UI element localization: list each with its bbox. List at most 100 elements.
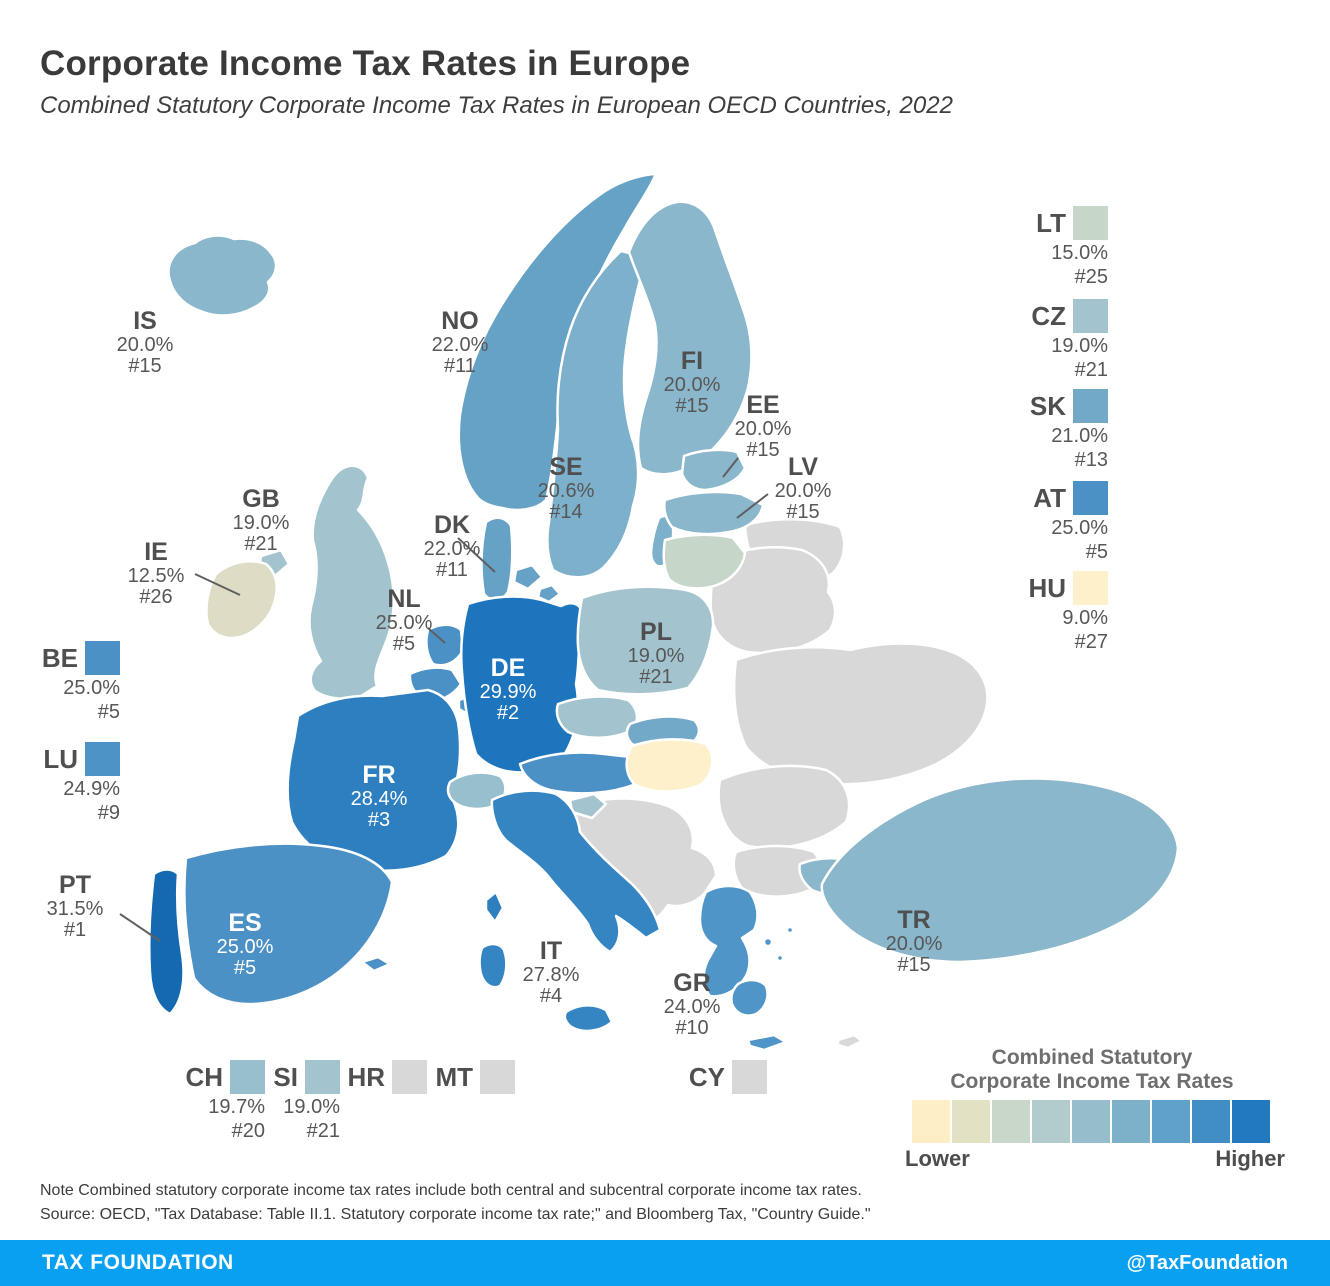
- country-code: DK: [433, 511, 471, 539]
- tax-rate: 20.0%: [885, 932, 943, 955]
- label-is: IS 20.0% #15: [117, 308, 174, 378]
- country-cz: [555, 695, 639, 740]
- label-fi: FI 20.0% #15: [664, 348, 721, 418]
- label-pl: PL 19.0% #21: [628, 619, 685, 689]
- country-cyprus: [836, 1033, 864, 1050]
- color-swatch: [392, 1060, 427, 1094]
- country-code: IS: [133, 307, 157, 335]
- tax-rate: 28.4%: [350, 787, 408, 810]
- page-subtitle: Combined Statutory Corporate Income Tax …: [40, 92, 953, 119]
- rank: #1: [63, 919, 87, 942]
- rank: #2: [496, 702, 520, 725]
- rank: #25: [1074, 266, 1108, 289]
- color-swatch: [230, 1060, 265, 1094]
- tax-rate: 27.8%: [522, 963, 580, 986]
- country-ee: [680, 448, 747, 492]
- country-code: IE: [144, 538, 168, 566]
- swatch-group-mt: MT: [435, 1060, 515, 1094]
- tax-rate: 25.0%: [216, 935, 274, 958]
- country-de: [460, 595, 584, 774]
- tax-rate: 9.0%: [1062, 607, 1108, 629]
- country-code: CH: [185, 1061, 223, 1092]
- label-tr: TR 20.0% #15: [886, 907, 943, 977]
- swatch-group-lt: LT 15.0% #25: [1036, 206, 1108, 289]
- rank: #27: [1074, 631, 1108, 654]
- tax-rate: 12.5%: [127, 564, 185, 587]
- rank: #15: [128, 355, 162, 378]
- rank: #13: [1074, 449, 1108, 472]
- country-code: FI: [680, 347, 704, 375]
- country-code: SI: [273, 1061, 298, 1092]
- country-tr: [820, 777, 1180, 964]
- rank: #15: [897, 954, 931, 977]
- country-se: [546, 249, 648, 579]
- country-gr: [698, 884, 759, 998]
- color-swatch: [1073, 299, 1108, 333]
- country-es: [183, 842, 394, 1006]
- brand-name: TAX FOUNDATION: [42, 1251, 234, 1274]
- color-swatch: [85, 742, 120, 776]
- rank: #5: [392, 633, 416, 656]
- label-gb: GB 19.0% #21: [233, 486, 290, 556]
- country-code: AT: [1033, 482, 1066, 513]
- country-gb: [308, 464, 395, 700]
- country-lt: [662, 533, 747, 590]
- country-code: FR: [362, 761, 396, 789]
- scale-step-9: [1232, 1100, 1270, 1143]
- scale-step-7: [1152, 1100, 1190, 1143]
- tax-rate: 20.0%: [774, 479, 832, 502]
- country-code: PL: [640, 618, 672, 646]
- label-pt: PT 31.5% #1: [47, 872, 104, 942]
- country-code: HR: [347, 1061, 385, 1092]
- pointer-lv: [736, 493, 769, 519]
- region-peloponnese: [730, 978, 769, 1017]
- rank: #21: [244, 533, 278, 556]
- island-dk-funen: [536, 583, 562, 604]
- swatch-group-hu: HU 9.0% #27: [1028, 571, 1108, 654]
- tax-rate: 24.0%: [663, 995, 721, 1018]
- country-romania: [717, 764, 851, 850]
- rank: #5: [97, 701, 120, 724]
- island-aegean-3: [785, 925, 795, 935]
- country-is: [167, 234, 278, 317]
- color-scale: [912, 1100, 1270, 1143]
- tax-rate: 20.0%: [116, 333, 174, 356]
- scale-step-5: [1072, 1100, 1110, 1143]
- source-text: Source: OECD, "Tax Database: Table II.1.…: [40, 1206, 871, 1223]
- country-code: MT: [435, 1061, 473, 1092]
- tax-rate: 19.0%: [232, 511, 290, 534]
- legend-title-line1: Combined Statutory: [991, 1046, 1193, 1069]
- label-se: SE 20.6% #14: [538, 454, 595, 524]
- scale-step-2: [952, 1100, 990, 1143]
- island-balearics: [360, 955, 392, 973]
- swatch-group-be: BE 25.0% #5: [42, 641, 120, 724]
- color-swatch: [1073, 389, 1108, 423]
- label-nl: NL 25.0% #5: [376, 586, 433, 656]
- tax-rate: 19.0%: [1051, 335, 1108, 357]
- rank: #5: [233, 957, 257, 980]
- country-code: CY: [688, 1061, 725, 1092]
- rank: #11: [436, 559, 468, 582]
- country-code: ES: [228, 909, 262, 937]
- country-pl: [576, 585, 715, 696]
- country-code: TR: [897, 906, 931, 934]
- label-es: ES 25.0% #5: [217, 910, 274, 980]
- tax-rate: 31.5%: [46, 897, 104, 920]
- island-dk-zealand: [512, 563, 544, 591]
- rank: #11: [444, 355, 476, 378]
- rank: #26: [139, 586, 173, 609]
- pointer-dk: [457, 537, 496, 573]
- country-code: GB: [242, 485, 280, 513]
- pointer-ee: [722, 457, 739, 478]
- rank: #15: [786, 501, 820, 524]
- pointer-ie: [194, 573, 241, 596]
- island-sicily: [563, 1004, 614, 1033]
- label-fr: FR 28.4% #3: [351, 762, 408, 832]
- country-fi: [627, 200, 753, 476]
- country-fr: [286, 688, 462, 872]
- rank: #10: [675, 1017, 709, 1040]
- tax-rate: 20.0%: [734, 417, 792, 440]
- swatch-group-sk: SK 21.0% #13: [1030, 389, 1108, 472]
